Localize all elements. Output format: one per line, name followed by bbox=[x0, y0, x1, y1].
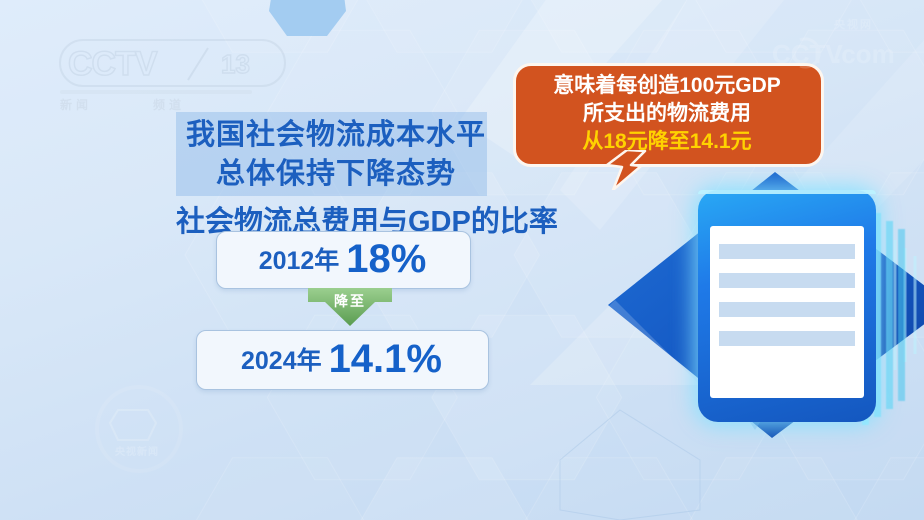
svg-text:CCTV: CCTV bbox=[772, 39, 843, 69]
svg-text:.com: .com bbox=[834, 39, 895, 69]
